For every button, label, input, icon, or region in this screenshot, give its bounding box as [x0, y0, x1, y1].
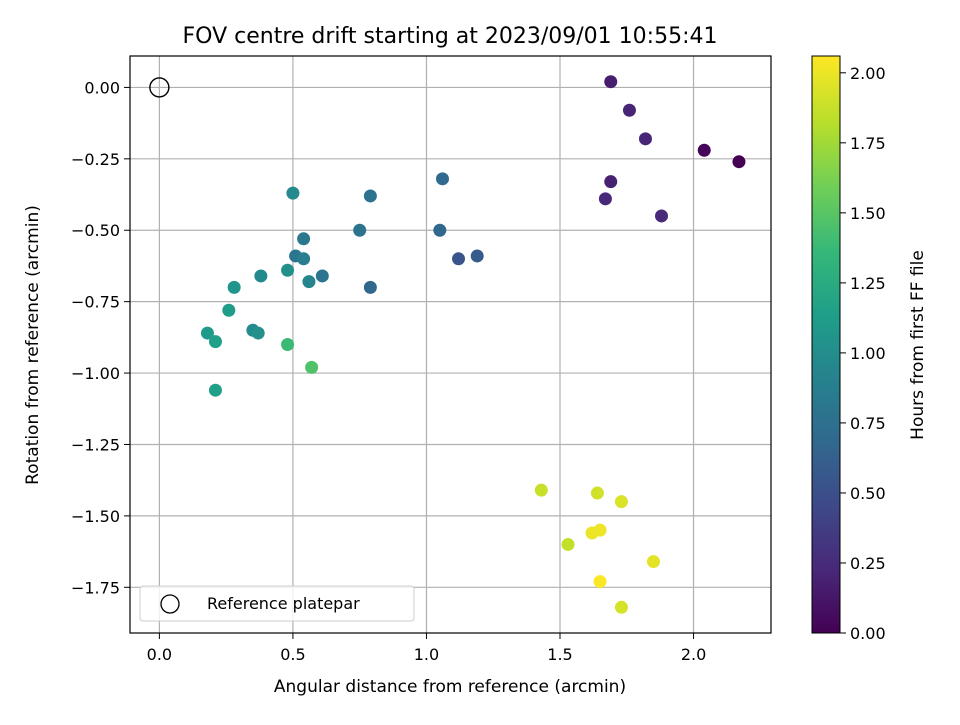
colorbar-tick-label: 0.50 [850, 484, 886, 503]
colorbar-tick-label: 0.75 [850, 414, 886, 433]
data-point [297, 252, 311, 266]
data-point [593, 575, 607, 589]
data-point [470, 249, 484, 263]
legend-entry-label: Reference platepar [207, 594, 360, 613]
colorbar-tick-label: 1.25 [850, 274, 886, 293]
y-tick-label: −1.75 [71, 578, 120, 597]
plot-background [130, 56, 771, 633]
y-tick-label: −0.75 [71, 293, 120, 312]
data-point [697, 143, 711, 157]
data-point [363, 189, 377, 203]
data-point [281, 338, 295, 351]
colorbar-ticks: 0.00 0.25 0.50 0.75 1.00 1.25 1.50 1.75 2.00 [840, 64, 886, 643]
x-tick-label: 0.5 [280, 645, 305, 664]
colorbar-tick-label: 0.25 [850, 554, 886, 573]
colorbar-tick-label: 1.00 [850, 344, 886, 363]
data-point [251, 326, 265, 340]
x-axis-label: Angular distance from reference (arcmin) [274, 677, 626, 697]
data-point [353, 223, 367, 237]
data-point [208, 383, 222, 397]
data-point [433, 223, 447, 237]
x-tick-label: 2.0 [681, 645, 706, 664]
legend-open-circle-icon [160, 594, 180, 614]
data-point [363, 280, 377, 294]
colorbar: 0.00 0.25 0.50 0.75 1.00 1.25 1.50 1.75 2.00 Hou… [811, 55, 928, 643]
x-tick-label: 0.0 [147, 645, 172, 664]
y-tick-label: −1.50 [71, 507, 120, 526]
data-point [302, 275, 316, 289]
data-point [200, 326, 214, 340]
data-point [305, 360, 319, 374]
data-point [614, 600, 628, 614]
data-point [604, 75, 618, 89]
data-point [297, 232, 311, 246]
data-point [638, 132, 652, 146]
data-point [598, 192, 612, 206]
data-point [227, 280, 241, 294]
data-point [732, 155, 746, 169]
data-point [208, 335, 222, 349]
x-axis-ticks: 0.0 0.5 1.0 1.5 2.0 [147, 633, 706, 664]
data-point [286, 186, 300, 200]
data-points [149, 75, 746, 614]
data-point [435, 172, 449, 186]
colorbar-gradient [811, 55, 841, 634]
data-point [646, 555, 660, 569]
legend: Reference platepar [139, 585, 415, 622]
data-point [561, 537, 575, 551]
data-point [254, 269, 268, 283]
y-axis-label: Rotation from reference (arcmin) [23, 205, 43, 485]
data-point [622, 103, 636, 117]
data-point [614, 495, 628, 509]
y-tick-label: −0.25 [71, 150, 120, 169]
data-point [593, 523, 607, 537]
chart-title: FOV centre drift starting at 2023/09/01 … [183, 24, 718, 49]
data-point [452, 252, 466, 266]
y-tick-label: 0.00 [84, 78, 120, 97]
y-tick-label: −1.00 [71, 364, 120, 383]
data-point [534, 483, 548, 497]
y-tick-label: −1.25 [71, 435, 120, 454]
legend-box [139, 585, 415, 622]
x-tick-label: 1.5 [547, 645, 572, 664]
colorbar-label: Hours from first FF file [908, 250, 928, 440]
colorbar-tick-label: 2.00 [850, 64, 886, 83]
data-point [222, 303, 236, 317]
x-tick-label: 1.0 [414, 645, 439, 664]
y-axis-ticks: 0.00 −0.25 −0.50 −0.75 −1.00 −1.25 −1.50 −1.75 [71, 78, 130, 597]
data-point [281, 263, 295, 277]
y-tick-label: −0.50 [71, 221, 120, 240]
colorbar-tick-label: 0.00 [850, 624, 886, 643]
plot-frame [129, 55, 772, 634]
data-point [604, 175, 618, 189]
colorbar-tick-label: 1.75 [850, 134, 886, 153]
grid-lines [130, 56, 771, 633]
reference-point [149, 77, 170, 98]
data-point [590, 486, 604, 500]
data-point [654, 209, 668, 223]
colorbar-tick-label: 1.50 [850, 204, 886, 223]
data-point [315, 269, 329, 283]
